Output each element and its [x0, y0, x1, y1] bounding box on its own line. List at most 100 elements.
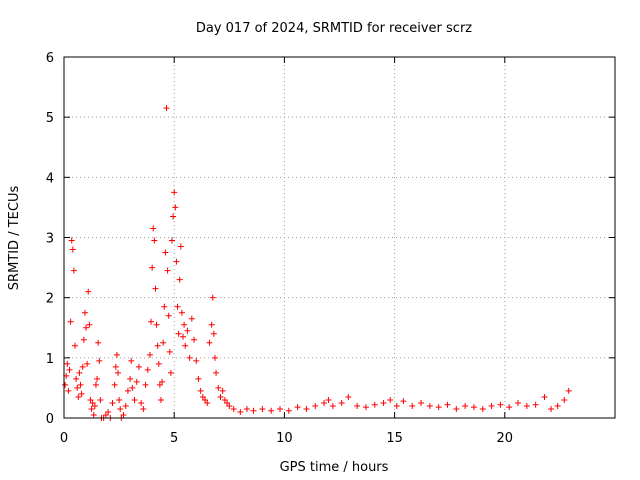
- data-point: [221, 396, 228, 403]
- data-point: [152, 285, 159, 292]
- data-point: [532, 401, 539, 408]
- data-point: [155, 360, 162, 367]
- data-point: [171, 189, 178, 196]
- data-point: [131, 396, 138, 403]
- data-point: [426, 402, 433, 409]
- data-point: [64, 360, 71, 367]
- data-point: [128, 357, 135, 364]
- data-point: [73, 375, 80, 382]
- data-point: [127, 375, 134, 382]
- data-point: [561, 396, 568, 403]
- data-point: [92, 381, 99, 388]
- x-axis-label: GPS time / hours: [280, 460, 389, 475]
- data-point: [541, 393, 548, 400]
- data-point: [102, 411, 109, 418]
- data-point: [219, 387, 226, 394]
- data-point: [77, 381, 84, 388]
- data-point: [479, 405, 486, 412]
- data-point: [111, 381, 118, 388]
- data-point: [175, 330, 182, 337]
- data-point: [89, 399, 96, 406]
- data-point: [140, 405, 147, 412]
- data-point: [188, 315, 195, 322]
- data-point: [523, 402, 530, 409]
- data-point: [80, 336, 87, 343]
- data-point: [68, 237, 75, 244]
- data-point: [197, 387, 204, 394]
- chart-title: Day 017 of 2024, SRMTID for receiver scr…: [196, 21, 472, 36]
- data-point: [170, 213, 177, 220]
- data-point: [96, 357, 103, 364]
- data-point: [178, 309, 185, 316]
- axis-ticks: [63, 56, 615, 419]
- data-point: [65, 387, 72, 394]
- data-point: [67, 318, 74, 325]
- data-point: [154, 342, 161, 349]
- data-point: [409, 402, 416, 409]
- data-point: [312, 402, 319, 409]
- data-point: [166, 348, 173, 355]
- x-tick-label: 10: [276, 431, 293, 446]
- data-point: [199, 393, 206, 400]
- x-tick-label: 0: [60, 431, 68, 446]
- data-point: [90, 411, 97, 418]
- data-point: [444, 401, 451, 408]
- y-tick-label: 1: [46, 352, 54, 367]
- data-point: [565, 387, 572, 394]
- data-point: [157, 396, 164, 403]
- y-tick-label: 4: [46, 171, 54, 186]
- data-point: [243, 405, 250, 412]
- data-point: [74, 384, 81, 391]
- data-point: [418, 399, 425, 406]
- y-tick-label: 0: [46, 412, 54, 427]
- data-point: [172, 204, 179, 211]
- y-tick-label: 3: [46, 232, 54, 247]
- data-point: [151, 237, 158, 244]
- data-point: [159, 378, 166, 385]
- data-point: [195, 375, 202, 382]
- data-point: [165, 312, 172, 319]
- tick-labels: 0 5 10 15 20 0 1 2 3 4 5 6: [46, 51, 513, 446]
- data-point: [371, 401, 378, 408]
- data-point: [204, 399, 211, 406]
- data-point: [186, 354, 193, 361]
- data-point: [142, 381, 149, 388]
- data-point: [217, 393, 224, 400]
- data-point: [387, 396, 394, 403]
- data-point: [237, 408, 244, 415]
- x-tick-label: 5: [170, 431, 178, 446]
- data-point: [124, 387, 131, 394]
- data-point: [193, 357, 200, 364]
- data-point: [153, 321, 160, 328]
- data-point: [83, 324, 90, 331]
- data-point: [184, 327, 191, 334]
- data-point: [268, 407, 275, 414]
- data-point: [497, 401, 504, 408]
- data-point: [321, 399, 328, 406]
- data-point: [138, 399, 145, 406]
- data-point: [79, 363, 86, 370]
- data-point: [78, 390, 85, 397]
- data-points: [62, 105, 572, 421]
- data-point: [435, 404, 442, 411]
- data-point: [393, 402, 400, 409]
- data-point: [181, 321, 188, 328]
- data-point: [230, 405, 237, 412]
- data-point: [164, 267, 171, 274]
- data-point: [380, 399, 387, 406]
- data-point: [206, 339, 213, 346]
- data-point: [303, 405, 310, 412]
- data-point: [116, 396, 123, 403]
- data-point: [150, 225, 157, 232]
- data-point: [72, 342, 79, 349]
- data-point: [144, 366, 151, 373]
- data-point: [81, 309, 88, 316]
- data-point: [105, 408, 112, 415]
- data-point: [112, 363, 119, 370]
- data-point: [109, 399, 116, 406]
- data-point: [168, 237, 175, 244]
- data-point: [506, 404, 513, 411]
- data-point: [148, 318, 155, 325]
- data-point: [167, 369, 174, 376]
